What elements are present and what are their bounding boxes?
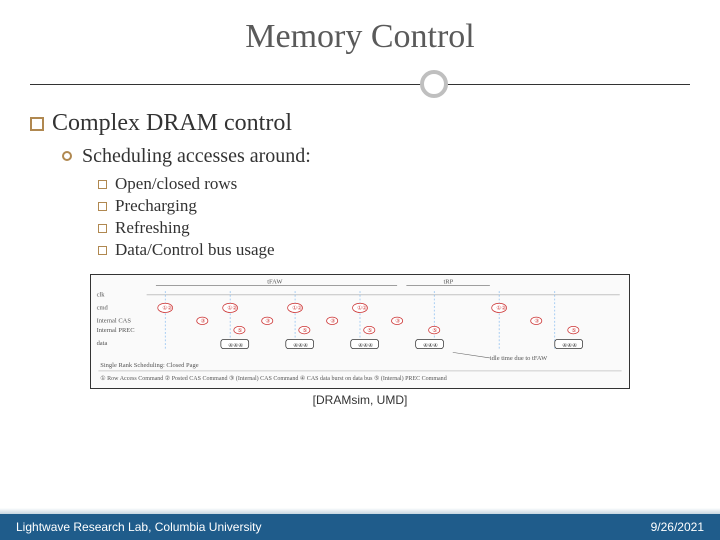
divider-line	[30, 84, 690, 85]
svg-text:③: ③	[265, 318, 270, 325]
content-area: Complex DRAM control Scheduling accesses…	[0, 100, 720, 407]
svg-text:data: data	[97, 340, 108, 347]
slide-title: Memory Control	[0, 18, 720, 56]
lvl3-text: Refreshing	[115, 218, 190, 237]
svg-text:Internal CAS: Internal CAS	[97, 318, 132, 325]
circle-bullet-icon	[62, 151, 72, 161]
slide: Memory Control Complex DRAM control Sche…	[0, 0, 720, 540]
svg-text:①②: ①②	[162, 305, 172, 312]
svg-text:④④④: ④④④	[358, 342, 373, 349]
lvl1-text: Complex DRAM control	[52, 110, 292, 136]
bullet-lvl3-3: Data/Control bus usage	[98, 240, 690, 260]
lvl3-text: Precharging	[115, 196, 197, 215]
svg-text:④④④: ④④④	[423, 342, 438, 349]
svg-text:idle time due to tFAW: idle time due to tFAW	[490, 355, 548, 362]
title-area: Memory Control	[0, 0, 720, 100]
footer-bar: Lightwave Research Lab, Columbia Univers…	[0, 514, 720, 540]
svg-text:⑤: ⑤	[302, 327, 307, 334]
svg-text:⑤: ⑤	[367, 327, 372, 334]
svg-text:Internal PREC: Internal PREC	[97, 327, 135, 334]
divider-circle-icon	[420, 70, 448, 98]
svg-text:tRP: tRP	[443, 279, 453, 286]
svg-text:④④④: ④④④	[228, 342, 243, 349]
svg-text:③: ③	[200, 318, 205, 325]
svg-text:⑤: ⑤	[432, 327, 437, 334]
svg-text:cmd: cmd	[97, 305, 109, 312]
timing-svg: tFAW tRP clk cmd Internal CAS Internal P…	[91, 275, 629, 388]
square-bullet-icon	[98, 202, 107, 211]
svg-text:①②: ①②	[227, 305, 237, 312]
footer-right: 9/26/2021	[651, 520, 704, 534]
svg-text:① Row Access Command ② Posted: ① Row Access Command ② Posted CAS Comman…	[100, 375, 446, 382]
square-bullet-icon	[98, 180, 107, 189]
svg-text:⑤: ⑤	[571, 327, 576, 334]
square-bullet-icon	[98, 246, 107, 255]
square-bullet-icon	[30, 117, 44, 131]
bullet-lvl1: Complex DRAM control	[30, 110, 690, 137]
svg-text:③: ③	[534, 318, 539, 325]
square-bullet-icon	[98, 224, 107, 233]
svg-text:clk: clk	[97, 292, 106, 299]
bullet-lvl2: Scheduling accesses around:	[62, 145, 690, 168]
svg-text:④④④: ④④④	[562, 342, 577, 349]
lvl3-text: Open/closed rows	[115, 174, 237, 193]
svg-text:Single Rank Scheduling: Closed: Single Rank Scheduling: Closed Page	[100, 362, 198, 369]
footer-left: Lightwave Research Lab, Columbia Univers…	[16, 520, 261, 534]
svg-text:①②: ①②	[292, 305, 302, 312]
timing-diagram: tFAW tRP clk cmd Internal CAS Internal P…	[90, 274, 630, 389]
bullet-lvl3-1: Precharging	[98, 196, 690, 216]
svg-text:③: ③	[395, 318, 400, 325]
svg-text:③: ③	[330, 318, 335, 325]
svg-text:⑤: ⑤	[238, 327, 243, 334]
lvl2-text: Scheduling accesses around:	[82, 145, 311, 167]
diagram-caption: [DRAMsim, UMD]	[30, 393, 690, 407]
svg-text:tFAW: tFAW	[267, 279, 283, 286]
title-divider	[0, 70, 720, 100]
bullet-lvl3-2: Refreshing	[98, 218, 690, 238]
svg-text:①②: ①②	[357, 305, 367, 312]
lvl3-text: Data/Control bus usage	[115, 240, 275, 259]
svg-text:①②: ①②	[496, 305, 506, 312]
svg-text:④④④: ④④④	[293, 342, 308, 349]
bullet-lvl3-0: Open/closed rows	[98, 174, 690, 194]
